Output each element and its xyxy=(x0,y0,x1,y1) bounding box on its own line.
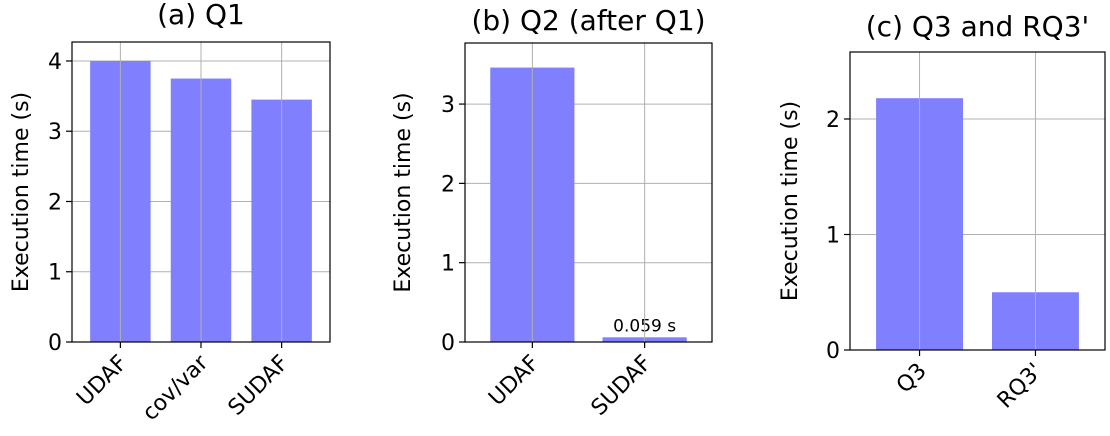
y-tick-label: 1 xyxy=(441,252,455,277)
y-tick-label: 0 xyxy=(441,331,455,356)
y-tick-label: 3 xyxy=(48,120,62,145)
y-axis-label: Execution time (s) xyxy=(778,101,803,301)
x-tick-label: UDAF xyxy=(72,351,132,411)
x-tick-label: SUDAF xyxy=(224,351,294,421)
y-tick-label: 0 xyxy=(48,331,62,356)
x-tick-label: RQ3' xyxy=(993,359,1048,414)
y-tick-label: 1 xyxy=(48,261,62,286)
y-tick-label: 4 xyxy=(48,50,62,75)
x-tick-label: cov/var xyxy=(138,350,214,426)
chart-title: (b) Q2 (after Q1) xyxy=(471,4,705,37)
y-tick-label: 2 xyxy=(441,172,455,197)
y-tick-label: 2 xyxy=(48,190,62,215)
y-tick-label: 1 xyxy=(826,223,840,248)
y-axis-label: Execution time (s) xyxy=(391,92,416,292)
x-tick-label: Q3 xyxy=(892,359,932,399)
y-tick-label: 0 xyxy=(826,339,840,364)
chart-title: (c) Q3 and RQ3' xyxy=(866,10,1089,43)
x-tick-label: UDAF xyxy=(484,351,544,411)
y-axis-label: Execution time (s) xyxy=(9,92,34,292)
axes-frame xyxy=(464,42,713,343)
y-tick-label: 3 xyxy=(441,93,455,118)
y-tick-label: 2 xyxy=(826,108,840,133)
x-tick-label: SUDAF xyxy=(587,351,657,421)
axes-frame xyxy=(849,51,1106,351)
chart-title: (a) Q1 xyxy=(157,0,245,31)
